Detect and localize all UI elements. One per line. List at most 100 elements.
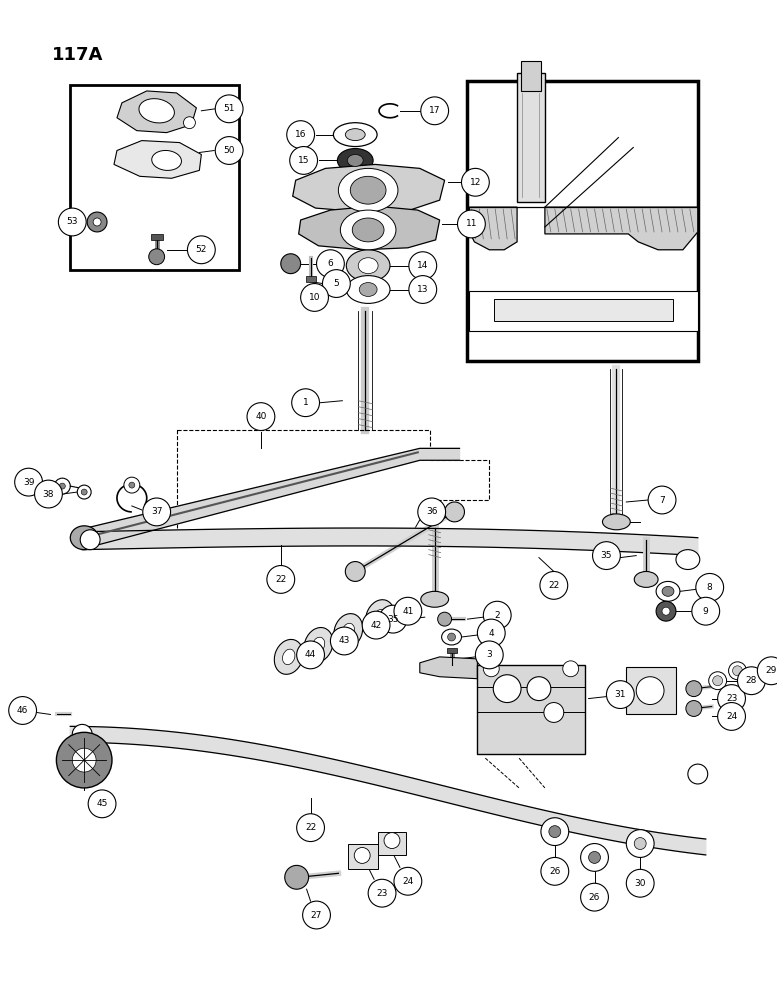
Ellipse shape <box>149 249 165 265</box>
Circle shape <box>757 657 780 685</box>
Circle shape <box>143 498 171 526</box>
Circle shape <box>477 619 505 647</box>
Circle shape <box>215 95 243 123</box>
Polygon shape <box>114 141 201 178</box>
Text: 7: 7 <box>659 496 665 505</box>
Ellipse shape <box>420 591 448 607</box>
Ellipse shape <box>77 485 91 499</box>
Ellipse shape <box>713 676 722 686</box>
Text: 14: 14 <box>417 261 428 270</box>
Ellipse shape <box>80 530 100 550</box>
Circle shape <box>648 486 676 514</box>
Ellipse shape <box>358 258 378 274</box>
Text: 1: 1 <box>303 398 308 407</box>
Ellipse shape <box>340 210 396 250</box>
Ellipse shape <box>129 482 135 488</box>
Ellipse shape <box>346 562 365 581</box>
Circle shape <box>418 498 445 526</box>
Ellipse shape <box>541 818 569 846</box>
Ellipse shape <box>338 149 373 172</box>
Circle shape <box>394 867 422 895</box>
Ellipse shape <box>686 701 702 716</box>
Circle shape <box>317 250 344 278</box>
Ellipse shape <box>350 176 386 204</box>
Circle shape <box>303 901 331 929</box>
Text: 16: 16 <box>295 130 307 139</box>
Bar <box>477 665 584 754</box>
Circle shape <box>606 681 634 709</box>
Ellipse shape <box>709 672 727 690</box>
Ellipse shape <box>544 703 564 722</box>
Ellipse shape <box>312 637 324 653</box>
Ellipse shape <box>55 478 70 494</box>
Ellipse shape <box>139 99 175 123</box>
Ellipse shape <box>366 600 395 635</box>
Circle shape <box>409 276 437 303</box>
Ellipse shape <box>662 586 674 596</box>
Circle shape <box>296 814 324 842</box>
Text: 29: 29 <box>766 666 777 675</box>
Text: 44: 44 <box>305 650 316 659</box>
Circle shape <box>88 790 116 818</box>
Text: 26: 26 <box>549 867 561 876</box>
Text: 10: 10 <box>309 293 321 302</box>
Bar <box>467 81 698 361</box>
Ellipse shape <box>347 154 363 166</box>
Circle shape <box>300 284 328 311</box>
Circle shape <box>368 879 396 907</box>
Ellipse shape <box>275 639 303 674</box>
Ellipse shape <box>662 607 670 615</box>
Bar <box>626 667 676 714</box>
Ellipse shape <box>384 833 400 848</box>
Ellipse shape <box>360 283 377 296</box>
Text: 36: 36 <box>426 507 438 516</box>
Circle shape <box>541 857 569 885</box>
Ellipse shape <box>124 477 140 493</box>
Text: 17: 17 <box>429 106 441 115</box>
Text: 9: 9 <box>703 607 708 616</box>
Circle shape <box>58 208 86 236</box>
Bar <box>517 73 545 202</box>
Text: 4: 4 <box>488 629 494 638</box>
Text: 15: 15 <box>298 156 310 165</box>
Circle shape <box>296 641 324 669</box>
Ellipse shape <box>333 123 377 147</box>
Polygon shape <box>70 726 706 855</box>
Ellipse shape <box>448 633 456 641</box>
Circle shape <box>187 236 215 264</box>
Polygon shape <box>470 207 517 250</box>
Text: 22: 22 <box>275 575 286 584</box>
Polygon shape <box>117 91 197 133</box>
Ellipse shape <box>353 218 384 242</box>
Circle shape <box>718 685 746 712</box>
Text: 26: 26 <box>589 893 601 902</box>
Circle shape <box>267 566 295 593</box>
Ellipse shape <box>339 168 398 212</box>
Text: 46: 46 <box>17 706 28 715</box>
Ellipse shape <box>562 661 579 677</box>
Ellipse shape <box>441 629 462 645</box>
Bar <box>521 61 541 91</box>
Bar <box>151 234 163 240</box>
Bar <box>306 276 316 282</box>
Circle shape <box>15 468 42 496</box>
Text: 53: 53 <box>66 217 78 226</box>
Text: 6: 6 <box>328 259 333 268</box>
Circle shape <box>692 597 720 625</box>
Ellipse shape <box>81 489 87 495</box>
Text: 35: 35 <box>601 551 612 560</box>
Ellipse shape <box>183 117 196 129</box>
Ellipse shape <box>602 514 630 530</box>
Ellipse shape <box>374 609 386 625</box>
Polygon shape <box>292 164 445 212</box>
Circle shape <box>394 597 422 625</box>
Ellipse shape <box>634 838 646 849</box>
Ellipse shape <box>549 826 561 838</box>
Circle shape <box>215 137 243 164</box>
Text: 27: 27 <box>311 911 322 920</box>
Text: 50: 50 <box>223 146 235 155</box>
Ellipse shape <box>346 276 390 303</box>
Ellipse shape <box>438 612 452 626</box>
Text: 12: 12 <box>470 178 481 187</box>
Text: 30: 30 <box>634 879 646 888</box>
